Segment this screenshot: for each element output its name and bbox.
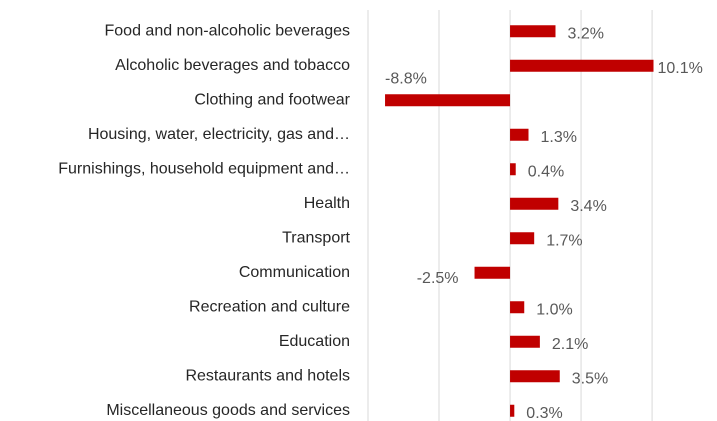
data-label: 10.1% — [658, 60, 703, 77]
bar — [510, 232, 535, 245]
category-label: Food and non-alcoholic beverages — [105, 22, 351, 39]
data-label: 3.5% — [572, 370, 608, 387]
data-label: 1.0% — [536, 301, 572, 318]
data-label: 0.3% — [526, 405, 562, 421]
bar — [510, 335, 540, 348]
category-label: Housing, water, electricity, gas and… — [88, 126, 350, 143]
category-label: Restaurants and hotels — [185, 367, 350, 384]
data-label: -2.5% — [417, 270, 459, 287]
data-label: 2.1% — [552, 336, 588, 353]
data-label: 3.4% — [570, 198, 606, 215]
bar — [474, 266, 511, 279]
category-label: Recreation and culture — [189, 298, 350, 315]
category-label: Furnishings, household equipment and… — [58, 160, 350, 177]
bar — [510, 301, 525, 314]
category-label: Clothing and footwear — [194, 91, 350, 108]
category-label: Miscellaneous goods and services — [106, 402, 350, 419]
bar — [385, 94, 511, 107]
data-label: 3.2% — [567, 25, 603, 42]
bar — [510, 25, 556, 38]
category-label: Health — [304, 195, 350, 212]
category-label: Communication — [239, 264, 350, 281]
data-label: -8.8% — [385, 70, 427, 87]
bar — [510, 370, 560, 383]
data-label: 0.4% — [528, 163, 564, 180]
bar — [510, 128, 529, 141]
bar — [510, 404, 515, 417]
category-label: Education — [279, 333, 350, 350]
bar — [510, 163, 516, 176]
bar — [510, 59, 654, 72]
data-label: 1.3% — [541, 129, 577, 146]
category-label: Transport — [282, 229, 350, 246]
bar — [510, 197, 559, 210]
data-label: 1.7% — [546, 232, 582, 249]
category-label: Alcoholic beverages and tobacco — [115, 57, 350, 74]
